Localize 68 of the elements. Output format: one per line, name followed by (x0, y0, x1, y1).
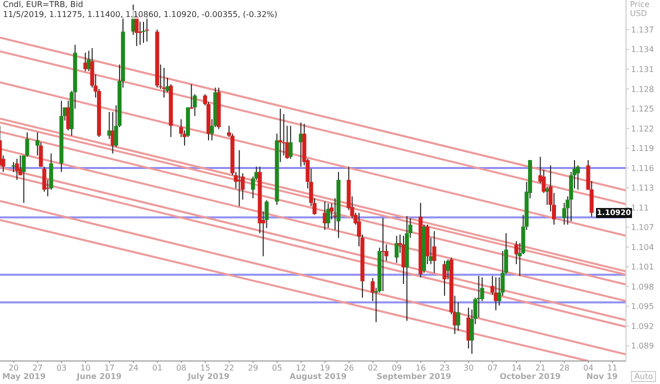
y-tick-label: 1.113 (631, 184, 654, 193)
candlestick (278, 108, 282, 163)
x-tick-label: 16 (416, 364, 426, 373)
y-tick-label: 1.101 (631, 262, 654, 272)
y-tick-label: 1.128 (631, 84, 654, 94)
y-tick-label: 1.104 (631, 242, 654, 252)
y-tick-label: 1.125 (631, 104, 654, 114)
x2-tick-label: May 2019 (1, 372, 47, 382)
x-tick-label: 21 (535, 364, 546, 373)
y-tick-label: 1.131 (631, 65, 654, 74)
x-tick-label: 27 (32, 364, 43, 373)
candlestick (432, 230, 436, 274)
candlestick (142, 21, 146, 44)
candlestick (14, 158, 19, 180)
candlestick (298, 122, 303, 168)
text: 11/5/2019, 1.11275, 1.11400, 1.10860, 1.10920, -0.00355, (-0.32%) (3, 10, 278, 19)
x-tick-label: 22 (224, 364, 234, 373)
candlestick (288, 125, 293, 160)
x-tick-label: 30 (464, 364, 474, 373)
x-tick-label: 09 (392, 364, 402, 373)
x-tick-label: 07 (487, 364, 498, 373)
chart-title: Cndl, EUR=TRB, Bid (3, 0, 84, 9)
x2-tick-label: Nov 19 (586, 372, 618, 381)
x2-tick-label: June 2019 (75, 372, 123, 382)
y-tick-label: 1.119 (631, 144, 654, 154)
x2-tick-label: September 2019 (376, 372, 452, 382)
x-tick-label: 26 (344, 364, 354, 373)
x-tick-label: 12 (296, 364, 306, 373)
y-tick-label: 1.095 (631, 302, 654, 312)
y-tick-label: 1.089 (631, 342, 654, 351)
x-tick-label: 19 (320, 364, 330, 373)
y-tick-label: 1.092 (631, 322, 654, 331)
x2-tick-label: August 2019 (288, 372, 348, 382)
x-tick-label: 29 (248, 364, 258, 373)
y-tick-label: 1.098 (631, 282, 654, 292)
y-tick-label: 1.122 (631, 124, 654, 134)
y-tick-label: 1.107 (631, 223, 654, 232)
candlestick (442, 260, 447, 296)
x-tick-label: 03 (56, 364, 67, 373)
candlestick (394, 235, 399, 264)
text: Auto (631, 371, 656, 382)
candlestick (162, 67, 166, 98)
x-tick-label: 17 (104, 364, 115, 373)
candlestick (326, 203, 330, 228)
candlestick (35, 132, 40, 156)
x-tick-label: 11 (607, 364, 618, 373)
x-tick-label: 15 (200, 364, 210, 373)
candlestick (42, 166, 46, 192)
x-tick-label: 24 (128, 364, 139, 373)
y-axis-title: Price USD (630, 0, 651, 18)
candlestick (456, 302, 460, 332)
x-tick-label: 23 (440, 364, 450, 373)
x-tick-label: 04 (583, 364, 594, 373)
candlestick (138, 21, 142, 46)
x-tick-label: 20 (8, 364, 19, 373)
x-tick-label: 01 (152, 364, 162, 373)
x-tick-label: 14 (511, 364, 522, 373)
x2-tick-label: July 2019 (186, 372, 230, 382)
x-tick-label: 10 (80, 364, 91, 373)
x-tick-label: 28 (559, 364, 570, 373)
x-tick-label: 05 (272, 364, 282, 373)
y-tick-label: 1.11 (631, 203, 649, 212)
y-tick-label: 1.137 (631, 25, 654, 34)
x-tick-label: 02 (368, 364, 378, 373)
y-tick-label: 1.116 (631, 164, 654, 173)
x2-tick-label: October 2019 (498, 372, 562, 382)
y-tick-label: 1.134 (631, 45, 654, 54)
x-tick-label: 08 (176, 364, 186, 373)
